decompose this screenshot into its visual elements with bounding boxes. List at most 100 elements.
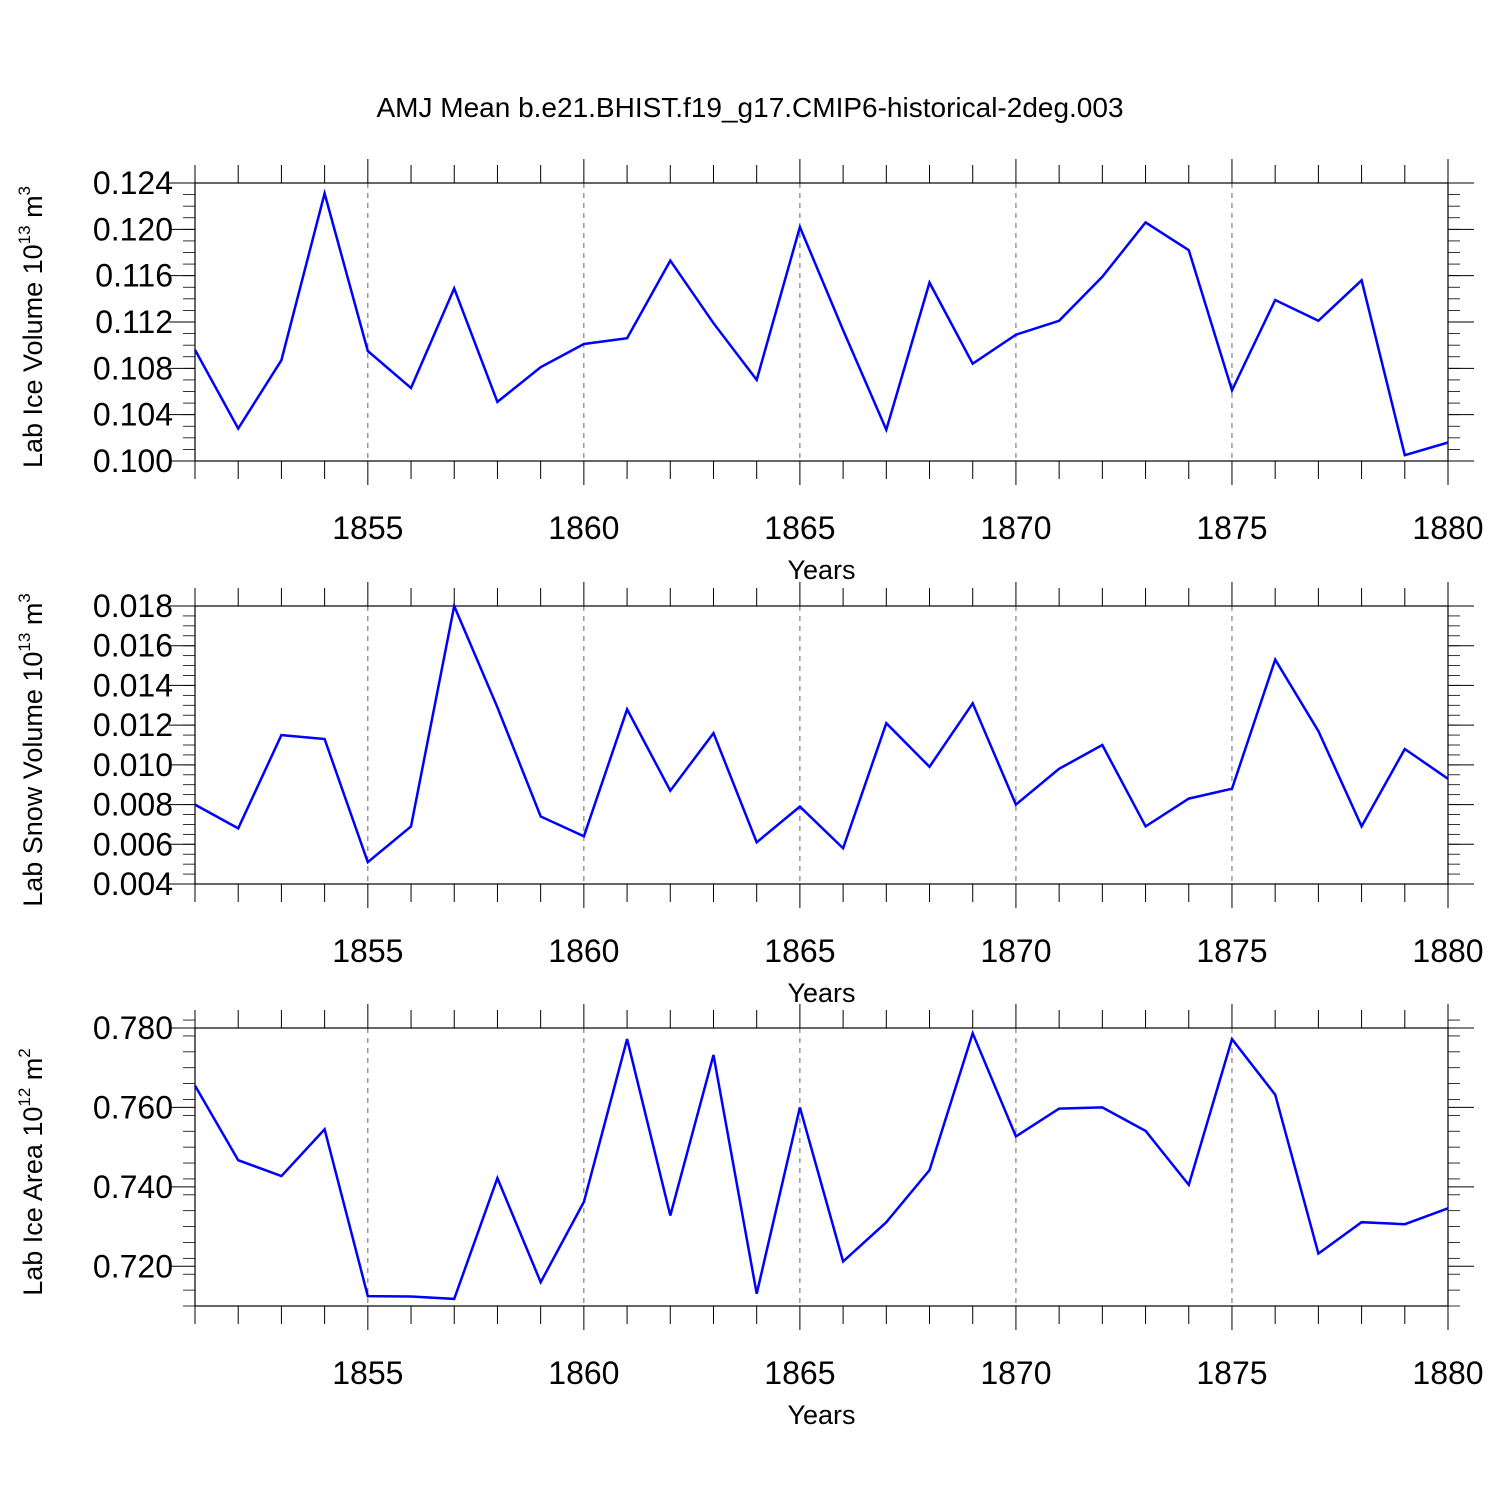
data-point <box>1057 319 1061 323</box>
data-point <box>928 1168 932 1172</box>
data-point <box>366 860 370 864</box>
figure-title: AMJ Mean b.e21.BHIST.f19_g17.CMIP6-histo… <box>376 92 1124 123</box>
data-point <box>1057 767 1061 771</box>
x-tick-label: 1860 <box>548 933 619 969</box>
data-point <box>711 731 715 735</box>
data-point <box>1144 220 1148 224</box>
data-point <box>841 1260 845 1264</box>
data-point <box>236 427 240 431</box>
data-point <box>884 1220 888 1224</box>
data-point <box>1187 797 1191 801</box>
y-tick-label: 0.108 <box>93 350 173 386</box>
y-tick-label: 0.100 <box>93 443 173 479</box>
x-tick-label: 1860 <box>548 510 619 546</box>
data-point <box>755 840 759 844</box>
x-tick-label: 1870 <box>980 1355 1051 1391</box>
data-point <box>1100 743 1104 747</box>
data-point <box>495 1176 499 1180</box>
data-point <box>755 378 759 382</box>
panel-3: 0.720 0.740 0.760 0.780 1855 1860 1865 1870 1875… <box>15 1004 1484 1430</box>
x-axis-title: Years <box>787 1400 855 1430</box>
x-axis-title: Years <box>787 978 855 1008</box>
data-point <box>1014 803 1018 807</box>
data-point <box>1057 1107 1061 1111</box>
data-point <box>625 707 629 711</box>
x-tick-label: 1865 <box>764 933 835 969</box>
data-point <box>1144 824 1148 828</box>
data-point <box>1230 787 1234 791</box>
data-point <box>495 705 499 709</box>
y-tick-label: 0.016 <box>93 628 173 664</box>
data-point <box>279 358 283 362</box>
data-point <box>1360 1220 1364 1224</box>
data-point <box>409 1294 413 1298</box>
data-point <box>1187 1183 1191 1187</box>
y-tick-label: 0.004 <box>93 866 173 902</box>
data-point <box>409 386 413 390</box>
data-point <box>539 814 543 818</box>
x-tick-label: 1865 <box>764 510 835 546</box>
x-tick-label: 1865 <box>764 1355 835 1391</box>
data-point <box>798 805 802 809</box>
y-tick-label: 0.760 <box>93 1089 173 1125</box>
data-point <box>798 1105 802 1109</box>
x-tick-label: 1875 <box>1196 1355 1267 1391</box>
data-point <box>1273 658 1277 662</box>
data-point <box>711 1053 715 1057</box>
data-point <box>1446 440 1450 444</box>
x-tick-label: 1880 <box>1412 1355 1483 1391</box>
y-axis-title: Lab Ice Volume 1013 m3 <box>15 186 48 468</box>
series-line <box>194 601 1449 865</box>
y-tick-label: 0.008 <box>93 787 173 823</box>
plot-frame <box>194 605 1449 885</box>
data-point <box>279 1174 283 1178</box>
data-point <box>971 701 975 705</box>
data-point <box>366 349 370 353</box>
data-point <box>798 225 802 229</box>
y-tick-label: 0.116 <box>95 258 173 294</box>
y-tick-label: 0.012 <box>93 707 173 743</box>
data-point <box>711 321 715 325</box>
data-point <box>928 765 932 769</box>
data-point <box>841 328 845 332</box>
data-point <box>1014 1134 1018 1138</box>
x-tick-label: 1870 <box>980 933 1051 969</box>
data-point <box>668 259 672 263</box>
y-tick-label: 0.018 <box>93 588 173 624</box>
data-point <box>928 281 932 285</box>
data-point <box>755 1292 759 1296</box>
y-tick-label: 0.124 <box>93 165 173 201</box>
data-point <box>1100 1105 1104 1109</box>
y-tick-label: 0.112 <box>95 304 173 340</box>
x-axis-title: Years <box>787 555 855 585</box>
x-tick-label: 1860 <box>548 1355 619 1391</box>
x-tick-label: 1855 <box>332 933 403 969</box>
data-point <box>1316 319 1320 323</box>
data-point <box>193 803 197 807</box>
plot-frame <box>194 182 1449 462</box>
x-tick-label: 1880 <box>1412 933 1483 969</box>
y-tick-label: 0.014 <box>93 667 173 703</box>
series-line <box>193 188 1449 457</box>
data-point <box>1100 275 1104 279</box>
data-point <box>323 737 327 741</box>
plot-frame <box>194 1027 1449 1307</box>
data-point <box>452 1297 456 1301</box>
data-point <box>971 1031 975 1035</box>
x-tick-label: 1875 <box>1196 510 1267 546</box>
data-point <box>841 846 845 850</box>
data-point <box>1446 1206 1450 1210</box>
data-point <box>452 286 456 290</box>
data-point <box>1316 729 1320 733</box>
data-point <box>1187 248 1191 252</box>
data-point <box>1014 333 1018 337</box>
y-tick-label: 0.740 <box>93 1169 173 1205</box>
x-tick-label: 1875 <box>1196 933 1267 969</box>
data-point <box>409 824 413 828</box>
series-line <box>193 1029 1449 1301</box>
data-point <box>1230 1037 1234 1041</box>
data-point <box>452 604 456 608</box>
data-point <box>884 428 888 432</box>
